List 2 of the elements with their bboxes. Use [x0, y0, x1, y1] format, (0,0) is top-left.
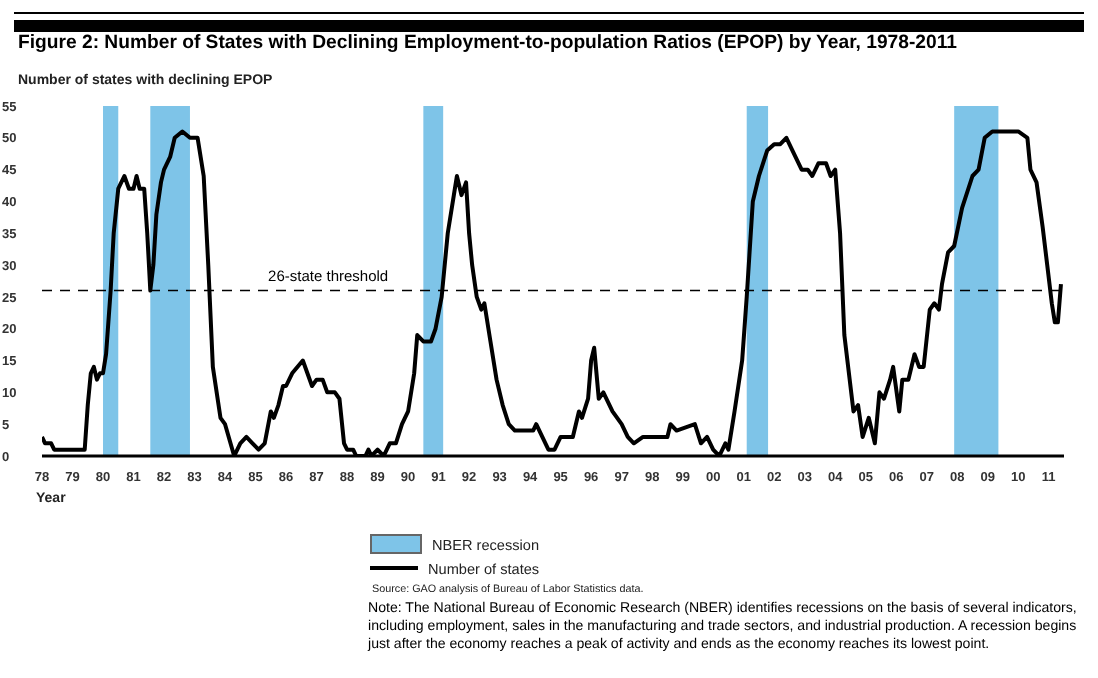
- line-series: [42, 129, 1063, 456]
- chart-title: Figure 2: Number of States with Declining Employment-to-population Ratios (EPOP) by Year, 1978-2011: [18, 32, 957, 54]
